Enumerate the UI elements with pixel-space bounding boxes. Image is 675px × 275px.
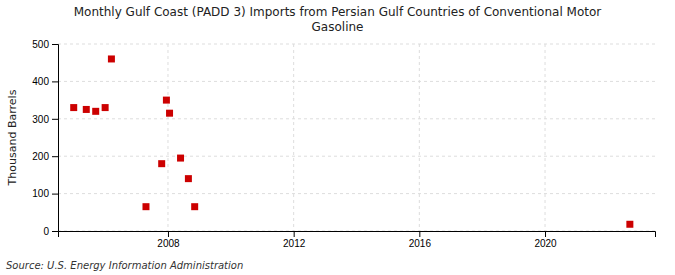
tick-label: 2012	[283, 238, 306, 249]
grid-line	[293, 44, 294, 231]
tick-mark	[52, 81, 58, 82]
title-line: Monthly Gulf Coast (PADD 3) Imports from…	[74, 5, 602, 19]
tick-label: 2020	[534, 238, 557, 249]
tick: 2020	[534, 231, 557, 249]
y-axis: 0 100 200 300 400 500	[32, 39, 58, 237]
axis-line	[52, 45, 59, 232]
axis-line	[59, 232, 656, 238]
plot: 2008 2012 2016 2020 0 100 200 300 400 500	[32, 39, 655, 249]
tick: 500	[32, 39, 58, 50]
point	[626, 221, 633, 228]
grid-line	[419, 44, 420, 231]
tick-mark	[52, 44, 58, 45]
tick-label: 2016	[409, 238, 432, 249]
point	[191, 203, 198, 210]
point	[163, 97, 170, 104]
tick-label: 300	[32, 114, 49, 125]
tick-mark	[419, 231, 420, 237]
tick-label: 2008	[157, 238, 180, 249]
tick-mark	[52, 231, 58, 232]
point	[142, 203, 149, 210]
tick: 300	[32, 114, 58, 125]
point	[177, 155, 184, 162]
x-axis: 2008 2012 2016 2020	[59, 231, 656, 249]
tick: 2008	[157, 231, 180, 249]
grid-line	[58, 44, 655, 45]
grid	[58, 44, 655, 231]
tick-mark	[52, 119, 58, 120]
point	[92, 108, 99, 115]
tick-label: 200	[32, 151, 49, 162]
point	[83, 106, 90, 113]
tick-mark	[52, 194, 58, 195]
grid-line	[58, 156, 655, 157]
grid-line	[58, 118, 655, 119]
tick-label: 500	[32, 39, 49, 50]
tick: 100	[32, 188, 58, 199]
points	[70, 55, 633, 227]
title: Monthly Gulf Coast (PADD 3) Imports from…	[74, 5, 602, 34]
tick-mark	[52, 156, 58, 157]
point	[158, 160, 165, 167]
tick-label: 400	[32, 76, 49, 87]
tick-label: 100	[32, 188, 49, 199]
grid-line	[58, 193, 655, 194]
y-axis-label: Thousand Barrels	[6, 89, 19, 186]
point	[166, 110, 173, 117]
point	[185, 175, 192, 182]
tick: 200	[32, 151, 58, 162]
tick: 0	[43, 226, 58, 237]
tick: 2012	[283, 231, 306, 249]
point	[108, 55, 115, 62]
grid-line	[167, 44, 168, 231]
tick-mark	[545, 231, 546, 237]
tick-mark	[294, 231, 295, 237]
point	[70, 104, 77, 111]
point	[102, 104, 109, 111]
source-note: Source: U.S. Energy Information Administ…	[6, 260, 243, 271]
tick: 400	[32, 76, 58, 87]
tick-label: 0	[43, 226, 49, 237]
title-line: Gasoline	[312, 20, 364, 34]
chart: Monthly Gulf Coast (PADD 3) Imports from…	[0, 0, 675, 275]
grid-line	[545, 44, 546, 231]
tick-mark	[168, 231, 169, 237]
grid-line	[58, 81, 655, 82]
tick: 2016	[409, 231, 432, 249]
